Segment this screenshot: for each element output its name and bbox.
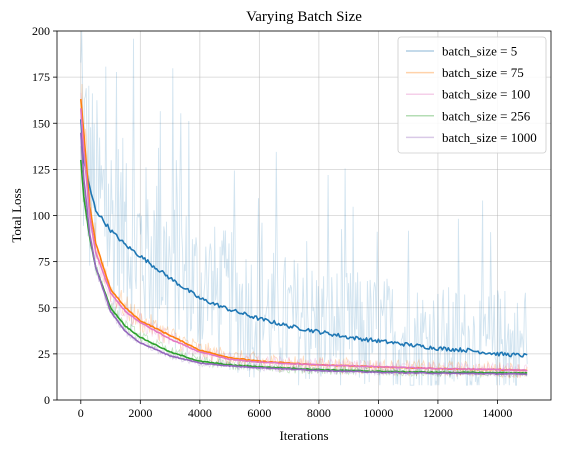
x-tick-label: 4000 [188, 406, 212, 420]
y-tick-label: 75 [38, 255, 50, 269]
y-tick-label: 200 [32, 24, 50, 38]
x-tick-label: 0 [78, 406, 84, 420]
legend-entry-label: batch_size = 256 [442, 108, 531, 123]
legend-entry-label: batch_size = 75 [442, 65, 524, 80]
y-tick-label: 50 [38, 301, 50, 315]
raw-trace-series-0 [80, 30, 528, 386]
smoothed-line-series-2 [80, 108, 528, 372]
legend-entry-label: batch_size = 1000 [442, 130, 537, 145]
legend-box [397, 36, 547, 154]
smoothed-line-series-0 [80, 119, 528, 358]
x-tick-label: 12000 [423, 406, 453, 420]
x-tick-label: 14000 [482, 406, 512, 420]
legend-entry-label: batch_size = 5 [442, 44, 517, 59]
x-axis-label: Iterations [279, 428, 328, 443]
chart-title: Varying Batch Size [246, 9, 362, 25]
y-tick-label: 125 [32, 162, 50, 176]
x-axis-ticks: 0 2000 4000 6000 8000 10000 12000 14000 [78, 400, 512, 420]
y-axis-ticks: 0 25 50 75 100 125 150 175 200 [32, 24, 57, 407]
smoothed-loss-lines [80, 98, 528, 376]
y-tick-label: 150 [32, 116, 50, 130]
smoothed-line-series-3 [80, 159, 528, 375]
legend-entry-label: batch_size = 100 [442, 87, 530, 102]
x-tick-label: 2000 [128, 406, 152, 420]
y-tick-label: 100 [32, 209, 50, 223]
x-tick-label: 6000 [247, 406, 271, 420]
legend: batch_size = 5 batch_size = 75 batch_size … [397, 36, 547, 154]
y-tick-label: 0 [44, 393, 50, 407]
smoothed-line-series-4 [80, 132, 528, 376]
x-tick-label: 8000 [307, 406, 331, 420]
y-tick-label: 25 [38, 347, 50, 361]
x-tick-label: 10000 [363, 406, 393, 420]
y-axis-label: Total Loss [9, 188, 24, 242]
y-tick-label: 175 [32, 70, 50, 84]
